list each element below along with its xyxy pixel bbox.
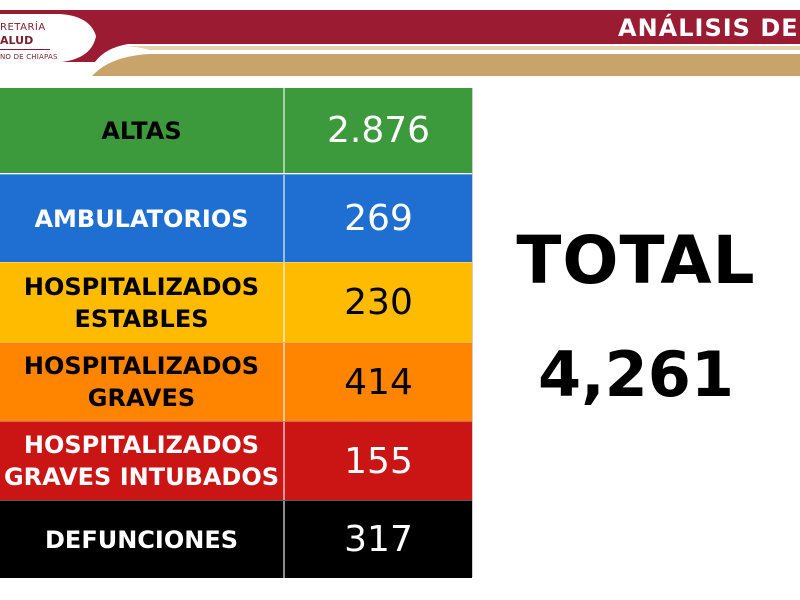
table-row: HOSPITALIZADOS GRAVES 414 [0, 342, 472, 421]
row-label: DEFUNCIONES [0, 501, 285, 578]
header-banner: RETARÍA ALUD NO DE CHIAPAS ANÁLISIS DE [0, 0, 800, 86]
logo: RETARÍA ALUD NO DE CHIAPAS [0, 22, 70, 66]
row-label: HOSPITALIZADOS ESTABLES [0, 263, 285, 342]
row-value: 317 [344, 519, 413, 560]
logo-line-3: NO DE CHIAPAS [0, 53, 58, 61]
row-value: 230 [344, 282, 413, 323]
table-row: DEFUNCIONES 317 [0, 500, 472, 578]
row-label: HOSPITALIZADOS GRAVES INTUBADOS [0, 422, 285, 500]
stats-table: ALTAS 2.876 AMBULATORIOS 269 HOSPITALIZA… [0, 88, 473, 578]
row-label: AMBULATORIOS [0, 175, 285, 262]
row-label: HOSPITALIZADOS GRAVES [0, 343, 285, 421]
row-value: 155 [344, 440, 413, 482]
table-row: AMBULATORIOS 269 [0, 174, 472, 262]
row-label: ALTAS [0, 88, 285, 173]
total-value: 4,261 [537, 338, 735, 411]
logo-divider [0, 49, 50, 50]
header-decoration [0, 10, 800, 76]
row-value: 269 [344, 198, 413, 239]
row-value: 2.876 [326, 110, 431, 151]
table-row: HOSPITALIZADOS ESTABLES 230 [0, 262, 472, 342]
logo-line-2: ALUD [0, 34, 34, 47]
table-row: ALTAS 2.876 [0, 88, 472, 173]
total-label: TOTAL [516, 222, 756, 299]
page-title: ANÁLISIS DE [618, 14, 799, 42]
row-value: 414 [344, 361, 413, 403]
logo-line-1: RETARÍA [0, 22, 46, 33]
table-row: HOSPITALIZADOS GRAVES INTUBADOS 155 [0, 421, 472, 500]
